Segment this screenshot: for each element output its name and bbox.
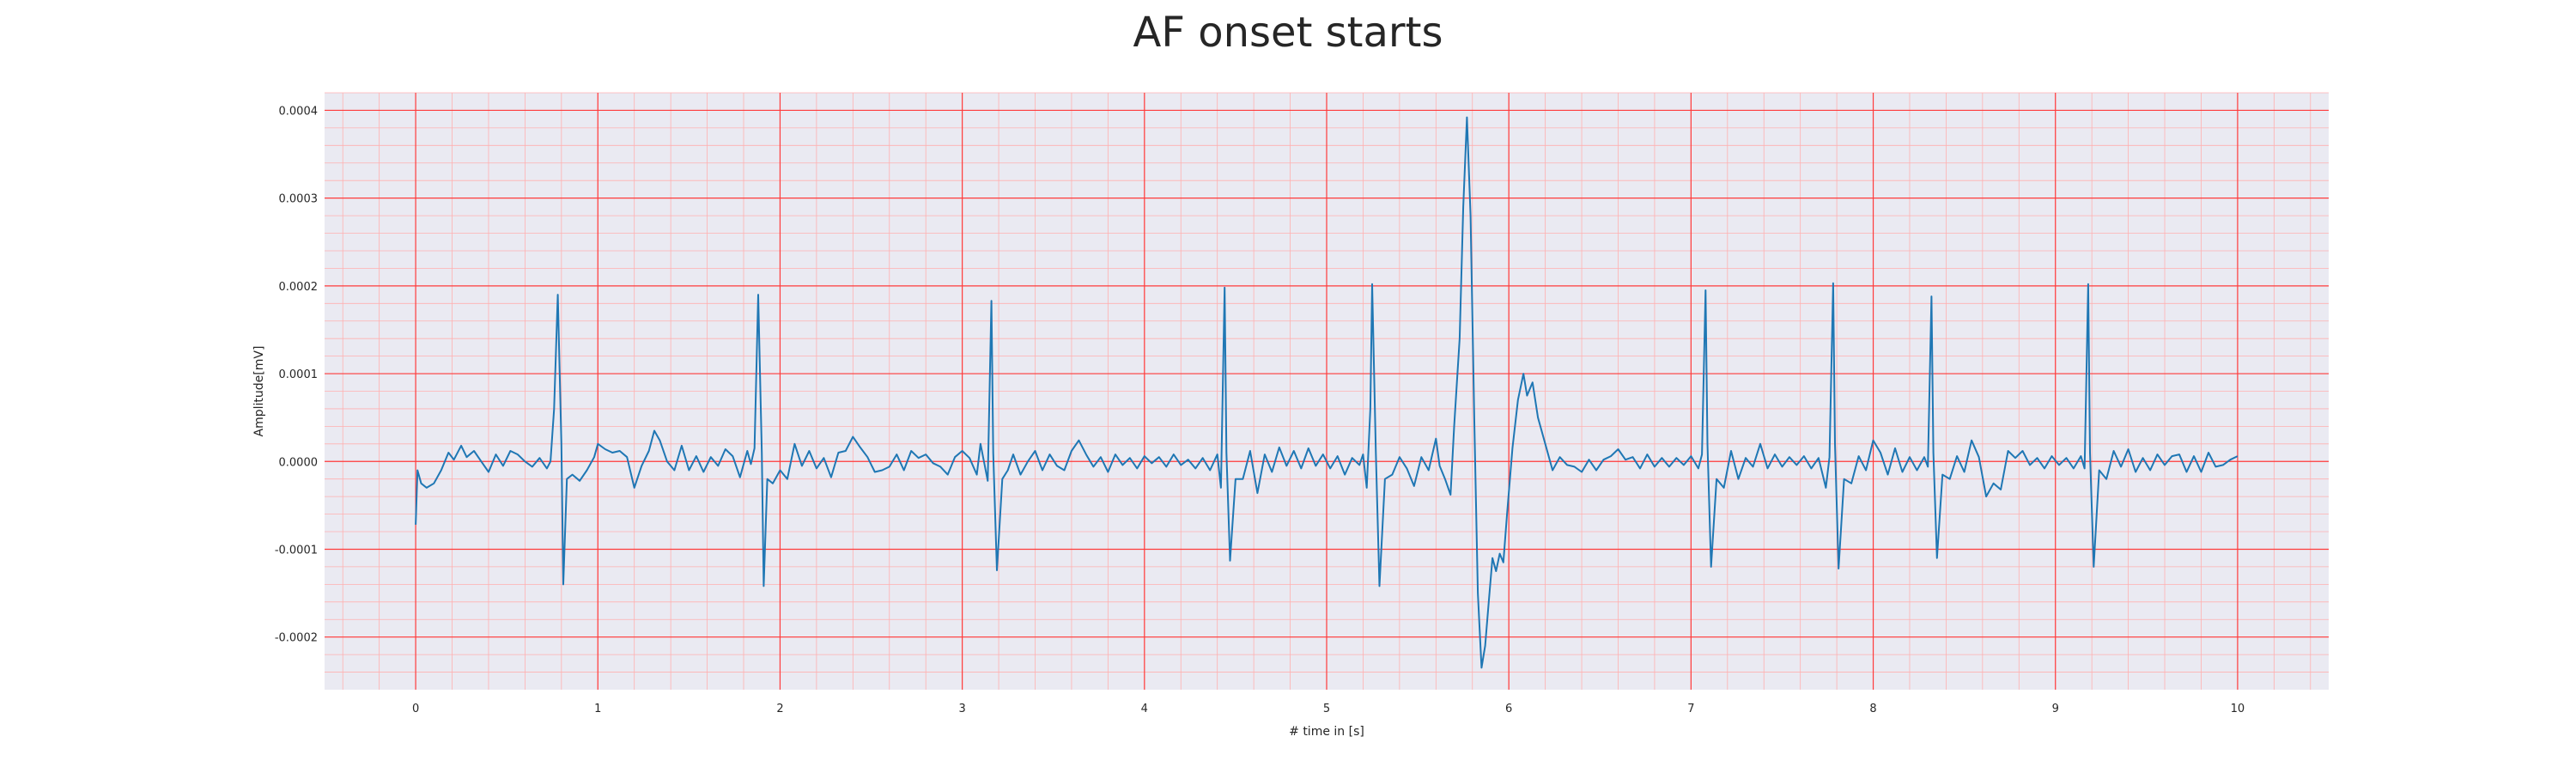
y-tick-label: 0.0000	[279, 456, 319, 469]
x-tick-label: 3	[958, 703, 965, 715]
y-tick-label: 0.0002	[279, 281, 319, 294]
x-tick-label: 6	[1505, 703, 1512, 715]
x-tick-label: 1	[594, 703, 601, 715]
x-axis-ticks: 0 1 2 3 4 5 6 7 8 9 10	[412, 703, 2245, 715]
y-axis-ticks: -0.0002 -0.0001 0.0000 0.0001 0.0002 0.0003 0.…	[275, 105, 318, 644]
x-tick-label: 0	[412, 703, 419, 715]
y-tick-label: 0.0004	[279, 105, 319, 118]
x-tick-label: 8	[1869, 703, 1876, 715]
x-tick-label: 2	[776, 703, 783, 715]
x-tick-label: 7	[1687, 703, 1694, 715]
x-tick-label: 4	[1141, 703, 1148, 715]
ecg-series-line	[415, 116, 2239, 669]
y-tick-label: 0.0001	[279, 368, 319, 381]
y-tick-label: 0.0003	[279, 193, 319, 206]
x-tick-label: 10	[2231, 703, 2245, 715]
x-axis-label: # time in [s]	[1289, 725, 1364, 739]
chart-title: AF onset starts	[1133, 9, 1443, 57]
major-grid	[325, 93, 2329, 690]
x-tick-label: 9	[2052, 703, 2059, 715]
y-tick-label: -0.0001	[275, 544, 318, 557]
x-tick-label: 5	[1323, 703, 1330, 715]
y-axis-label: Amplitude[mV]	[252, 346, 266, 437]
y-tick-label: -0.0002	[275, 632, 318, 645]
